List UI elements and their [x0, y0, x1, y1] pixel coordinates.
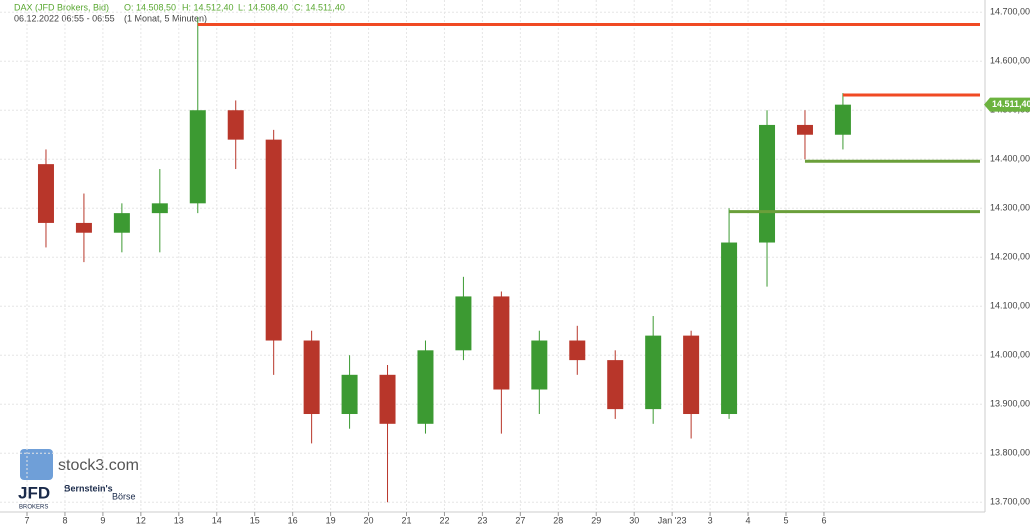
- x-tick-label: 14: [212, 515, 222, 525]
- ohlc-low: L: 14.508,40: [238, 2, 288, 12]
- y-tick-label: 14.400,00: [990, 154, 1030, 164]
- candle-body: [834, 104, 851, 135]
- period: (1 Monat, 5 Minuten): [124, 13, 207, 23]
- candle-body: [721, 242, 738, 415]
- candle-body: [227, 110, 244, 140]
- candle-body: [796, 124, 813, 135]
- candle-body: [113, 213, 130, 233]
- partner-sub: Börse: [112, 491, 136, 501]
- candle-body: [189, 110, 206, 204]
- y-tick-label: 13.800,00: [990, 448, 1030, 458]
- partner-name: Bernstein's: [64, 483, 113, 493]
- y-tick-label: 13.700,00: [990, 497, 1030, 507]
- candle-body: [341, 374, 358, 415]
- y-tick-label: 14.200,00: [990, 252, 1030, 262]
- broker-name: JFD: [18, 483, 50, 502]
- x-tick-label: 27: [515, 515, 525, 525]
- x-tick-label: 4: [746, 515, 751, 525]
- brand-logo: [20, 449, 53, 480]
- x-tick-label: 28: [553, 515, 563, 525]
- y-tick-label: 14.600,00: [990, 56, 1030, 66]
- y-tick-label: 14.300,00: [990, 203, 1030, 213]
- candle-body: [417, 350, 434, 424]
- candle-body: [645, 335, 662, 410]
- candle-body: [531, 340, 548, 390]
- x-tick-label: 16: [288, 515, 298, 525]
- candle-body: [37, 164, 54, 223]
- x-tick-label: 20: [364, 515, 374, 525]
- x-tick-label: 15: [250, 515, 260, 525]
- candle-body: [493, 296, 510, 390]
- x-tick-label: Jan '23: [658, 515, 687, 525]
- x-tick-label: 9: [100, 515, 105, 525]
- x-tick-label: 13: [174, 515, 184, 525]
- y-tick-label: 14.700,00: [990, 7, 1030, 17]
- ohlc-high: H: 14.512,40: [182, 2, 234, 12]
- candle-body: [265, 139, 282, 341]
- chart-subtitle: 06.12.2022 06:55 - 06:55: [14, 13, 115, 23]
- y-tick-label: 13.900,00: [990, 399, 1030, 409]
- broker-sub: BROKERS: [19, 505, 48, 511]
- candle-body: [151, 203, 168, 214]
- x-tick-label: 5: [783, 515, 788, 525]
- x-tick-label: 30: [629, 515, 639, 525]
- x-tick-label: 19: [326, 515, 336, 525]
- x-tick-label: 3: [708, 515, 713, 525]
- chart-title: DAX (JFD Brokers, Bid): [14, 2, 109, 12]
- candle-body: [569, 340, 586, 361]
- ohlc-close: C: 14.511,40: [294, 2, 345, 12]
- y-tick-label: 14.000,00: [990, 350, 1030, 360]
- candle-body: [683, 335, 700, 415]
- candle-body: [303, 340, 320, 415]
- brand-name: stock3.com: [58, 457, 139, 474]
- candle-body: [75, 222, 92, 233]
- candle-body: [455, 296, 472, 351]
- candle-body: [759, 124, 776, 243]
- last-price-label: 14.511,40: [992, 99, 1030, 109]
- last-price-flag: [984, 97, 1030, 112]
- candle-body: [607, 360, 624, 410]
- x-tick-label: 29: [591, 515, 601, 525]
- x-tick-label: 7: [24, 515, 29, 525]
- x-tick-label: 22: [439, 515, 449, 525]
- ohlc-open: O: 14.508,50: [124, 2, 176, 12]
- candle-body: [379, 374, 396, 424]
- x-tick-label: 6: [821, 515, 826, 525]
- x-tick-label: 23: [477, 515, 487, 525]
- y-tick-label: 14.100,00: [990, 301, 1030, 311]
- x-tick-label: 8: [62, 515, 67, 525]
- x-tick-label: 12: [136, 515, 146, 525]
- x-tick-label: 21: [401, 515, 411, 525]
